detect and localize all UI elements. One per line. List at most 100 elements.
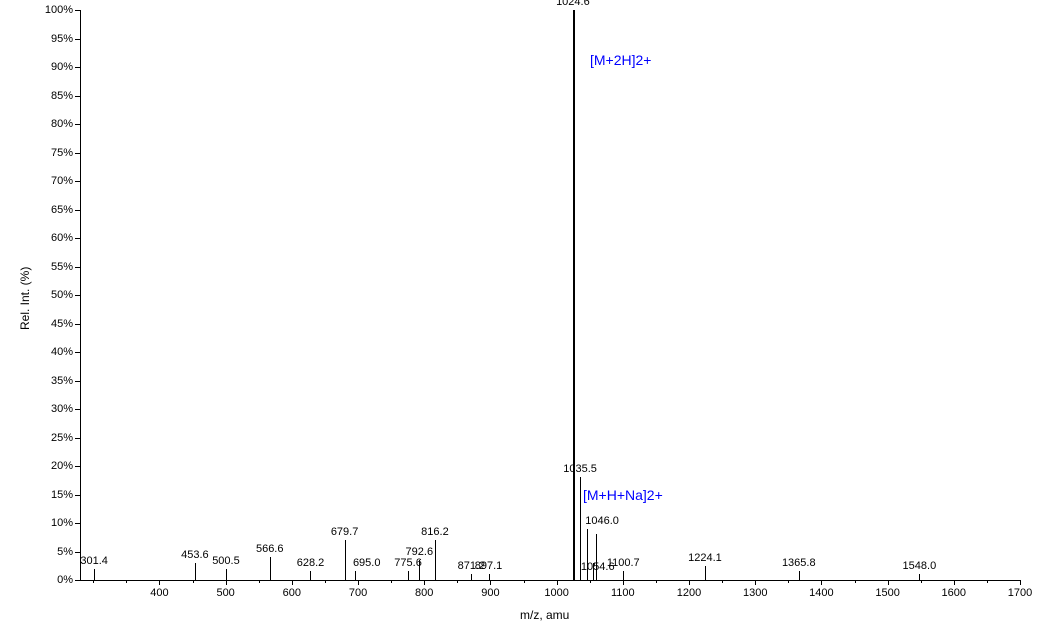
peak-label: 897.1: [475, 560, 503, 572]
y-tick-label: 35%: [28, 375, 73, 387]
x-axis-line: [80, 580, 1020, 581]
peak: [623, 571, 624, 580]
x-minor-tick: [457, 580, 458, 583]
x-tick-label: 1700: [1008, 587, 1032, 599]
peak: [345, 540, 346, 580]
peak-label: 1035.5: [563, 463, 597, 475]
x-tick-label: 1500: [875, 587, 899, 599]
y-tick: [75, 295, 80, 296]
x-tick-label: 1400: [809, 587, 833, 599]
y-tick: [75, 495, 80, 496]
x-tick-label: 1300: [743, 587, 767, 599]
y-tick-label: 25%: [28, 432, 73, 444]
annotation: [M+H+Na]2+: [583, 487, 663, 503]
x-tick: [358, 580, 359, 585]
peak-label: 792.6: [406, 546, 434, 558]
y-tick: [75, 523, 80, 524]
peak: [310, 571, 311, 580]
annotation: [M+2H]2+: [590, 52, 651, 68]
peak-label: 1046.0: [585, 515, 619, 527]
peak-label: 1365.8: [782, 557, 816, 569]
y-tick-label: 75%: [28, 147, 73, 159]
peak-label: 301.4: [80, 555, 108, 567]
y-tick: [75, 324, 80, 325]
x-minor-tick: [921, 580, 922, 583]
x-tick-label: 1600: [942, 587, 966, 599]
x-tick-label: 400: [150, 587, 168, 599]
y-tick: [75, 10, 80, 11]
y-tick-label: 100%: [28, 4, 73, 16]
peak-label: 1224.1: [688, 552, 722, 564]
peak-label: 566.6: [256, 543, 284, 555]
x-tick: [226, 580, 227, 585]
x-minor-tick: [325, 580, 326, 583]
peak: [94, 569, 95, 580]
x-minor-tick: [391, 580, 392, 583]
y-tick-label: 20%: [28, 460, 73, 472]
x-tick-label: 800: [415, 587, 433, 599]
x-minor-tick: [524, 580, 525, 583]
y-tick: [75, 210, 80, 211]
y-tick-label: 40%: [28, 346, 73, 358]
x-tick: [954, 580, 955, 585]
x-tick: [755, 580, 756, 585]
mass-spectrum-chart: Rel. Int. (%) m/z, amu 0%5%10%15%20%25%3…: [0, 0, 1040, 632]
x-minor-tick: [259, 580, 260, 583]
y-tick: [75, 552, 80, 553]
y-tick-label: 95%: [28, 33, 73, 45]
y-tick: [75, 409, 80, 410]
y-tick: [75, 580, 80, 581]
x-tick: [424, 580, 425, 585]
y-tick: [75, 153, 80, 154]
y-tick: [75, 67, 80, 68]
y-tick-label: 70%: [28, 175, 73, 187]
y-tick: [75, 438, 80, 439]
peak-label: 453.6: [181, 549, 209, 561]
y-tick-label: 15%: [28, 489, 73, 501]
peak-label: 1100.7: [607, 557, 640, 569]
y-tick-label: 45%: [28, 318, 73, 330]
peak-label: 679.7: [331, 526, 359, 538]
y-tick-label: 90%: [28, 61, 73, 73]
y-tick: [75, 96, 80, 97]
x-minor-tick: [193, 580, 194, 583]
y-tick-label: 30%: [28, 403, 73, 415]
x-tick: [888, 580, 889, 585]
peak-label: 695.0: [353, 557, 381, 569]
x-tick-label: 1100: [611, 587, 635, 599]
y-tick-label: 65%: [28, 204, 73, 216]
x-minor-tick: [722, 580, 723, 583]
y-tick-label: 5%: [28, 546, 73, 558]
y-tick-label: 85%: [28, 90, 73, 102]
peak-label: 500.5: [212, 555, 240, 567]
peak: [919, 574, 920, 580]
y-tick: [75, 267, 80, 268]
y-tick: [75, 181, 80, 182]
x-minor-tick: [987, 580, 988, 583]
x-tick: [689, 580, 690, 585]
y-tick-label: 60%: [28, 232, 73, 244]
x-minor-tick: [855, 580, 856, 583]
x-tick-label: 1000: [544, 587, 568, 599]
y-tick: [75, 39, 80, 40]
peak: [471, 574, 472, 580]
peak: [270, 557, 271, 580]
x-tick-label: 1200: [677, 587, 701, 599]
x-minor-tick: [788, 580, 789, 583]
x-tick-label: 900: [481, 587, 499, 599]
x-tick: [1020, 580, 1021, 585]
y-tick-label: 0%: [28, 574, 73, 586]
x-minor-tick: [656, 580, 657, 583]
peak: [489, 574, 490, 580]
x-tick-label: 700: [349, 587, 367, 599]
peak: [574, 381, 575, 581]
peak: [435, 540, 436, 580]
y-tick-label: 55%: [28, 261, 73, 273]
y-tick: [75, 352, 80, 353]
x-tick: [159, 580, 160, 585]
y-tick-label: 10%: [28, 517, 73, 529]
peak-label: 775.6: [394, 557, 422, 569]
y-tick-label: 50%: [28, 289, 73, 301]
y-tick: [75, 238, 80, 239]
x-tick-label: 600: [283, 587, 301, 599]
